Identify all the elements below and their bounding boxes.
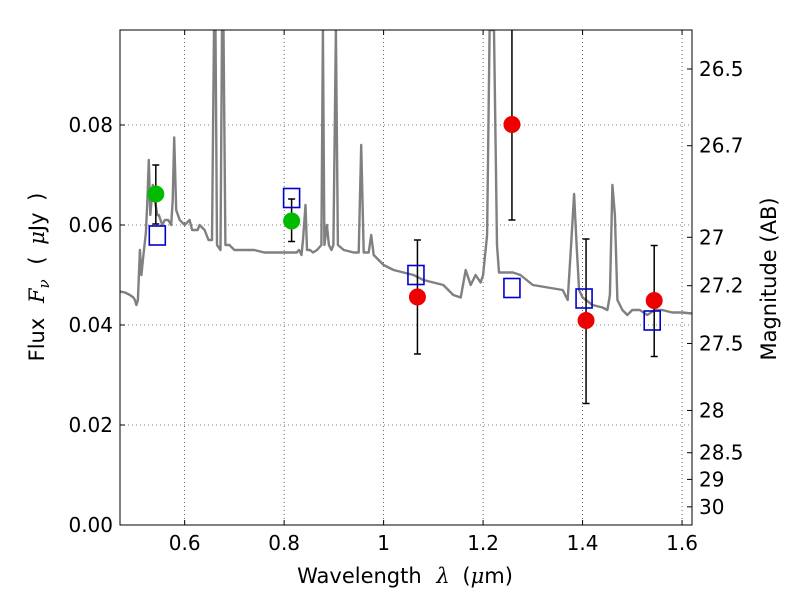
data-point: [503, 116, 521, 133]
x-label-mu: μ: [471, 564, 485, 588]
data-point: [147, 185, 165, 203]
y2-tick-label: 28: [699, 398, 724, 422]
y2-tick-label: 30: [699, 495, 724, 519]
y-label-close: ): [25, 193, 49, 201]
y-label-unit: Jy: [25, 212, 49, 233]
x-tick-label: 0.8: [268, 531, 300, 555]
data-point: [645, 292, 663, 309]
plot-frame: [119, 29, 693, 526]
model-point: [282, 187, 301, 209]
y-label-mu: μ: [25, 231, 49, 245]
y-label-sub: ν: [35, 279, 53, 288]
model-spectrum-line: [120, 30, 692, 317]
x-label-word: Wavelength: [297, 564, 422, 588]
y2-tick-label: 26.5: [699, 57, 744, 81]
x-tick-label: 1.6: [666, 531, 698, 555]
grid-lines: [120, 30, 692, 525]
model-point: [503, 277, 521, 299]
model-point: [575, 288, 593, 309]
y2-tick-label: 28.5: [699, 441, 744, 465]
x-label-open: (: [462, 564, 470, 588]
y-label-open: (: [25, 256, 49, 264]
y2-tick-label: 26.7: [699, 134, 744, 158]
y2-tick-label: 27.5: [699, 331, 744, 355]
model-point: [643, 310, 662, 331]
axis-ticks: 0.6 0.8 1 1.2 1.4 1.6 0.00 0.02 0.04 0.06 0.08 26.5…: [68, 30, 744, 555]
x-label-unit: m): [484, 564, 513, 588]
y-label-word: Flux: [25, 318, 49, 362]
x-tick-label: 1.2: [467, 531, 499, 555]
y-tick-label: 0.02: [68, 413, 113, 437]
model-point: [148, 225, 167, 246]
spectrum-layer: [120, 30, 692, 317]
y-tick-label: 0.08: [68, 113, 113, 137]
x-tick-label: 0.6: [169, 531, 201, 555]
data-point: [283, 212, 301, 230]
y-tick-label: 0.06: [68, 213, 113, 237]
y-tick-label: 0.04: [68, 313, 113, 337]
x-label-symbol: λ: [435, 564, 449, 588]
y2-axis-label: Magnitude (AB): [757, 197, 781, 360]
y-tick-label: 0.00: [68, 513, 113, 537]
x-axis-label: Wavelength λ (μm): [297, 564, 513, 588]
y2-tick-label: 29: [699, 467, 724, 491]
y-axis-label: Flux Fν ( μJy ): [25, 193, 54, 362]
y2-tick-label: 27.2: [699, 274, 744, 298]
data-point: [577, 312, 595, 329]
x-tick-label: 1.4: [567, 531, 599, 555]
model-point: [407, 264, 425, 286]
y2-tick-label: 27: [699, 225, 724, 249]
marker-layer: [147, 30, 663, 405]
data-point: [408, 288, 426, 306]
y-label-symbol: F: [25, 287, 49, 304]
x-tick-label: 1: [377, 531, 390, 555]
